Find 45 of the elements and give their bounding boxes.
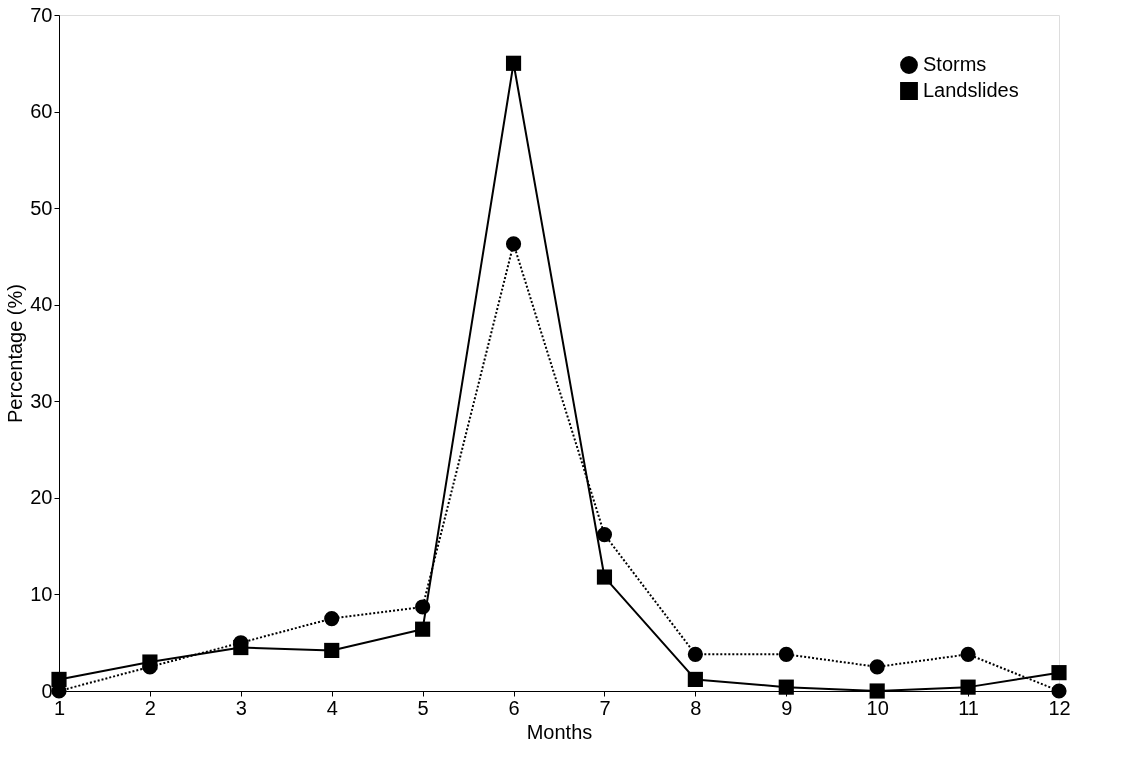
point <box>51 671 67 687</box>
y-tick-label: 10 <box>30 582 53 605</box>
point <box>869 683 885 699</box>
x-tick-label: 4 <box>326 696 338 719</box>
point <box>596 569 613 585</box>
y-tick-label: 30 <box>30 389 53 412</box>
point <box>324 611 340 627</box>
legend-label: Storms <box>923 53 987 75</box>
y-tick-label: 50 <box>30 196 53 219</box>
legend-label: Landslides <box>923 79 1019 101</box>
point <box>596 526 613 543</box>
x-axis-title: Months <box>526 720 593 743</box>
y-tick-label: 70 <box>30 3 53 26</box>
point <box>415 599 431 615</box>
x-tick-label: 7 <box>599 696 611 719</box>
point <box>778 646 794 662</box>
point <box>142 654 158 670</box>
x-tick-label: 5 <box>417 696 429 719</box>
point <box>960 646 976 662</box>
point <box>1051 665 1067 681</box>
point <box>1051 683 1067 699</box>
x-tick-label: 12 <box>1048 696 1071 719</box>
x-tick-label: 6 <box>508 696 520 719</box>
point <box>778 679 794 695</box>
point <box>505 236 522 252</box>
point <box>505 55 522 71</box>
x-tick-label: 2 <box>144 696 156 719</box>
y-tick-label: 0 <box>41 679 53 702</box>
point <box>415 621 431 637</box>
y-axis-title: Percentage (%) <box>4 284 27 423</box>
y-tick-label: 60 <box>30 100 53 123</box>
y-tick-label: 40 <box>30 293 53 316</box>
point <box>324 642 340 659</box>
x-tick-label: 11 <box>958 696 979 719</box>
point <box>869 659 885 675</box>
x-tick-label: 3 <box>235 696 247 719</box>
point <box>960 679 976 695</box>
x-tick-label: 9 <box>781 696 793 719</box>
x-tick-label: 1 <box>53 696 66 719</box>
x-tick-label: 10 <box>866 696 889 719</box>
point <box>687 646 703 662</box>
point <box>233 639 249 656</box>
point <box>687 671 703 687</box>
x-tick-label: 8 <box>690 696 702 719</box>
y-tick-label: 20 <box>30 486 53 509</box>
